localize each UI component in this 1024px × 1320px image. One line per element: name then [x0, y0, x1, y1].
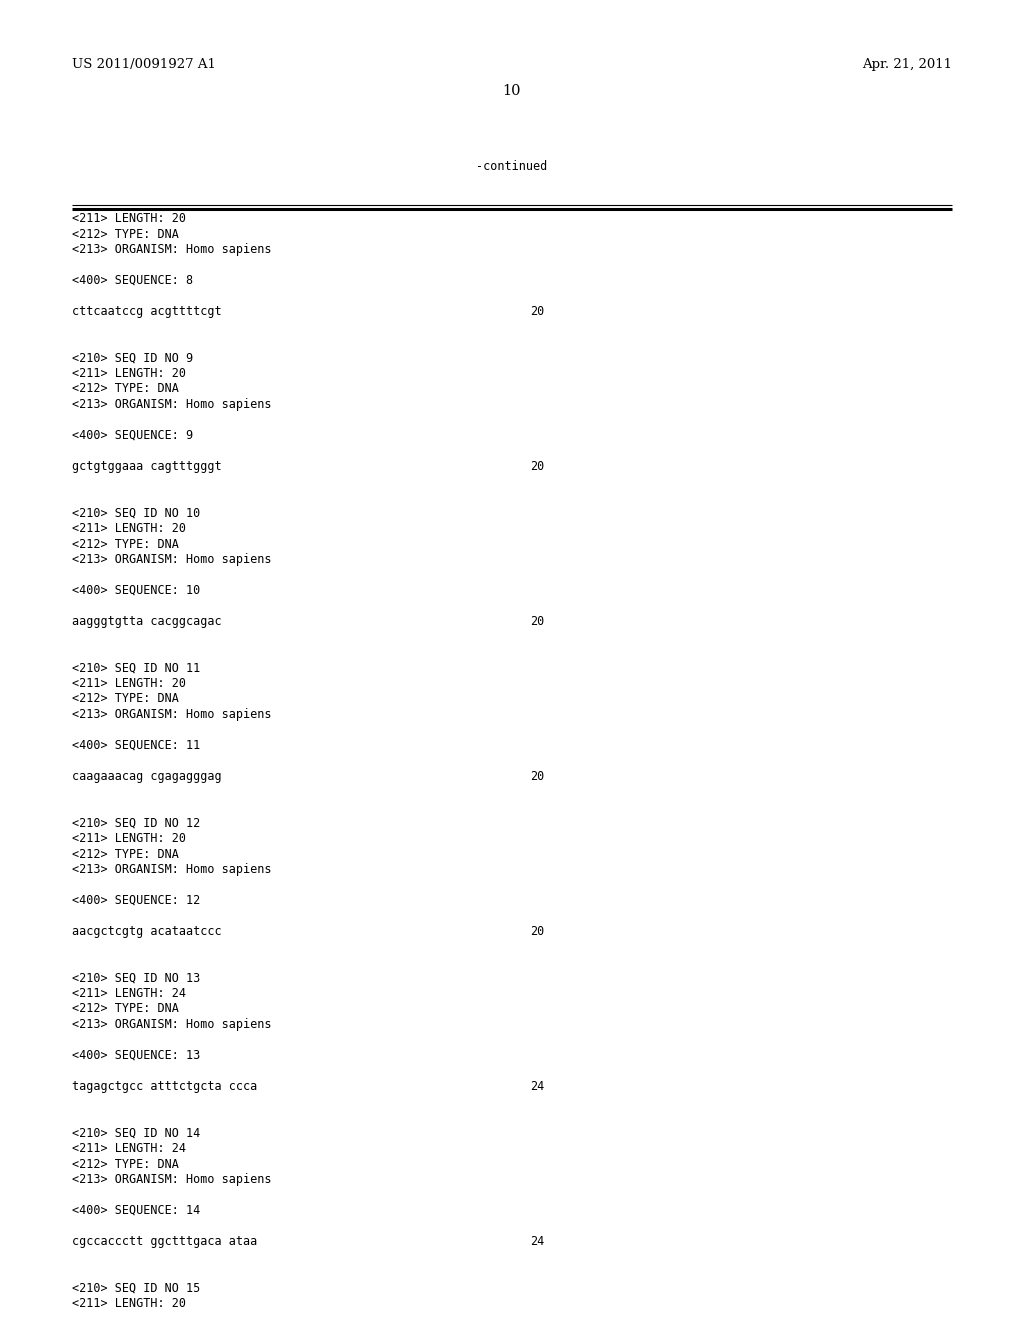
- Text: <212> TYPE: DNA: <212> TYPE: DNA: [72, 693, 179, 705]
- Text: <400> SEQUENCE: 10: <400> SEQUENCE: 10: [72, 583, 201, 597]
- Text: <212> TYPE: DNA: <212> TYPE: DNA: [72, 1158, 179, 1171]
- Text: cttcaatccg acgttttcgt: cttcaatccg acgttttcgt: [72, 305, 221, 318]
- Text: <211> LENGTH: 20: <211> LENGTH: 20: [72, 521, 186, 535]
- Text: <210> SEQ ID NO 13: <210> SEQ ID NO 13: [72, 972, 201, 985]
- Text: <400> SEQUENCE: 9: <400> SEQUENCE: 9: [72, 429, 194, 442]
- Text: <211> LENGTH: 20: <211> LENGTH: 20: [72, 832, 186, 845]
- Text: caagaaacag cgagagggag: caagaaacag cgagagggag: [72, 770, 221, 783]
- Text: <210> SEQ ID NO 12: <210> SEQ ID NO 12: [72, 817, 201, 829]
- Text: aacgctcgtg acataatccc: aacgctcgtg acataatccc: [72, 925, 221, 939]
- Text: <400> SEQUENCE: 13: <400> SEQUENCE: 13: [72, 1049, 201, 1063]
- Text: <210> SEQ ID NO 15: <210> SEQ ID NO 15: [72, 1282, 201, 1295]
- Text: 20: 20: [530, 305, 544, 318]
- Text: <400> SEQUENCE: 14: <400> SEQUENCE: 14: [72, 1204, 201, 1217]
- Text: 24: 24: [530, 1080, 544, 1093]
- Text: <210> SEQ ID NO 10: <210> SEQ ID NO 10: [72, 507, 201, 520]
- Text: 20: 20: [530, 459, 544, 473]
- Text: <212> TYPE: DNA: <212> TYPE: DNA: [72, 227, 179, 240]
- Text: <213> ORGANISM: Homo sapiens: <213> ORGANISM: Homo sapiens: [72, 1018, 271, 1031]
- Text: tagagctgcc atttctgcta ccca: tagagctgcc atttctgcta ccca: [72, 1080, 257, 1093]
- Text: <213> ORGANISM: Homo sapiens: <213> ORGANISM: Homo sapiens: [72, 553, 271, 566]
- Text: <212> TYPE: DNA: <212> TYPE: DNA: [72, 537, 179, 550]
- Text: <213> ORGANISM: Homo sapiens: <213> ORGANISM: Homo sapiens: [72, 1173, 271, 1185]
- Text: <210> SEQ ID NO 14: <210> SEQ ID NO 14: [72, 1126, 201, 1139]
- Text: <212> TYPE: DNA: <212> TYPE: DNA: [72, 1002, 179, 1015]
- Text: Apr. 21, 2011: Apr. 21, 2011: [862, 58, 952, 71]
- Text: <210> SEQ ID NO 11: <210> SEQ ID NO 11: [72, 661, 201, 675]
- Text: <213> ORGANISM: Homo sapiens: <213> ORGANISM: Homo sapiens: [72, 399, 271, 411]
- Text: US 2011/0091927 A1: US 2011/0091927 A1: [72, 58, 216, 71]
- Text: <211> LENGTH: 20: <211> LENGTH: 20: [72, 677, 186, 690]
- Text: <212> TYPE: DNA: <212> TYPE: DNA: [72, 383, 179, 396]
- Text: <210> SEQ ID NO 9: <210> SEQ ID NO 9: [72, 351, 194, 364]
- Text: 10: 10: [503, 84, 521, 98]
- Text: <212> TYPE: DNA: <212> TYPE: DNA: [72, 847, 179, 861]
- Text: <211> LENGTH: 24: <211> LENGTH: 24: [72, 1142, 186, 1155]
- Text: 20: 20: [530, 770, 544, 783]
- Text: 20: 20: [530, 925, 544, 939]
- Text: 20: 20: [530, 615, 544, 628]
- Text: <400> SEQUENCE: 12: <400> SEQUENCE: 12: [72, 894, 201, 907]
- Text: <211> LENGTH: 20: <211> LENGTH: 20: [72, 367, 186, 380]
- Text: <400> SEQUENCE: 11: <400> SEQUENCE: 11: [72, 739, 201, 752]
- Text: gctgtggaaa cagtttgggt: gctgtggaaa cagtttgggt: [72, 459, 221, 473]
- Text: <211> LENGTH: 24: <211> LENGTH: 24: [72, 987, 186, 1001]
- Text: 24: 24: [530, 1236, 544, 1247]
- Text: -continued: -continued: [476, 160, 548, 173]
- Text: <213> ORGANISM: Homo sapiens: <213> ORGANISM: Homo sapiens: [72, 863, 271, 876]
- Text: <213> ORGANISM: Homo sapiens: <213> ORGANISM: Homo sapiens: [72, 243, 271, 256]
- Text: <211> LENGTH: 20: <211> LENGTH: 20: [72, 1298, 186, 1309]
- Text: aagggtgtta cacggcagac: aagggtgtta cacggcagac: [72, 615, 221, 628]
- Text: <400> SEQUENCE: 8: <400> SEQUENCE: 8: [72, 275, 194, 286]
- Text: <213> ORGANISM: Homo sapiens: <213> ORGANISM: Homo sapiens: [72, 708, 271, 721]
- Text: cgccaccctt ggctttgaca ataa: cgccaccctt ggctttgaca ataa: [72, 1236, 257, 1247]
- Text: <211> LENGTH: 20: <211> LENGTH: 20: [72, 213, 186, 224]
